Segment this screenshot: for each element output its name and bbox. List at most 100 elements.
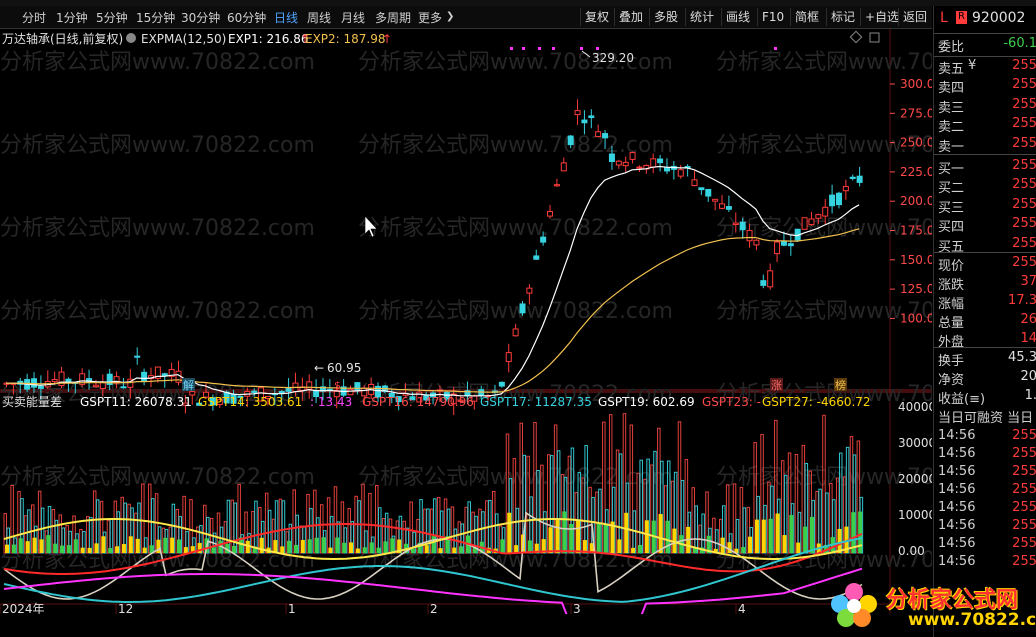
- indicator-value: GSPT14: 3503.61: [198, 395, 302, 409]
- indicator-bar-cyan: [254, 500, 258, 554]
- chevron-right-icon[interactable]: ❯: [446, 11, 455, 22]
- indicator-bar-solid: [225, 544, 230, 553]
- indicator-bar-cyan: [694, 505, 698, 554]
- indicator-bar-solid: [252, 546, 257, 553]
- indicator-bar-solid: [768, 518, 773, 553]
- mark-button[interactable]: 标记: [826, 8, 859, 26]
- maximize-icon[interactable]: [869, 32, 880, 43]
- simple-frame-button[interactable]: 简框: [790, 8, 823, 26]
- f10-button[interactable]: F10: [757, 8, 788, 26]
- period-tab-more[interactable]: 更多: [418, 11, 443, 25]
- event-marker-limit-up[interactable]: 涨: [771, 379, 782, 392]
- overlay-button[interactable]: 叠加: [614, 8, 647, 26]
- bid-row-label: 买一: [938, 162, 965, 177]
- candle-body: [388, 392, 395, 398]
- candle-body: [113, 376, 120, 384]
- watermark-text: 分析家公式网www.70822.com: [0, 133, 315, 158]
- stock-code[interactable]: 920002: [972, 10, 1026, 26]
- candle-body: [622, 161, 629, 167]
- time-axis-label: 4: [738, 602, 746, 614]
- stat-row-value: 1.: [1024, 388, 1036, 403]
- candle-body: [258, 387, 265, 402]
- candle-body: [423, 395, 430, 401]
- candlestick-chart[interactable]: 分析家公式网www.70822.com 分析家公式网www.70822.com …: [0, 29, 1031, 620]
- indicator-bar-solid: [410, 548, 415, 553]
- tick-row: 14:56 255: [938, 428, 1036, 447]
- watermark-text: 分析家公式网www.70822.com: [358, 133, 673, 158]
- indicator-bar-solid: [562, 511, 567, 553]
- event-marker-bg: [182, 378, 195, 391]
- indicator-bar-solid: [803, 526, 808, 553]
- draw-line-button[interactable]: 画线: [721, 8, 754, 26]
- indicator-bar-solid: [232, 545, 237, 553]
- ask-row: 卖三 255: [938, 97, 1036, 116]
- quote-row: 现价 255: [938, 255, 1036, 274]
- statistics-button[interactable]: 统计: [685, 8, 718, 26]
- period-tab-60min[interactable]: 60分钟: [227, 11, 267, 25]
- period-tab-daily[interactable]: 日线: [274, 11, 299, 25]
- ask-row: 卖一 255: [938, 136, 1036, 155]
- add-favorite-button[interactable]: +自选: [860, 8, 903, 26]
- indicator-bar-solid: [25, 541, 30, 553]
- watermark-text: 分析家公式网www.70822.com: [716, 50, 932, 75]
- indicator-value: GSPT23: -: [702, 395, 761, 409]
- indicator-bar-solid: [66, 545, 71, 553]
- candle-body: [739, 221, 746, 231]
- event-marker-dollar[interactable]: $: [334, 379, 341, 392]
- candle-body: [409, 396, 416, 401]
- indicator-bar-solid: [417, 542, 422, 553]
- indicator-bar-solid: [321, 537, 326, 553]
- tick-row: 14:56 255: [938, 446, 1036, 465]
- indicator-tick-label: 20000: [898, 472, 932, 486]
- event-marker-unlock[interactable]: 解: [183, 378, 194, 392]
- bid-row-label: 买四: [938, 220, 965, 236]
- indicator-bar-red: [491, 490, 496, 554]
- candle-body: [540, 236, 547, 243]
- indicator-bar-red: [147, 483, 152, 554]
- chart-title: 万达轴承(日线,前复权): [2, 31, 123, 46]
- bid-row-label: 买三: [938, 200, 965, 216]
- indicator-bar-solid: [582, 540, 587, 553]
- candle-body: [657, 158, 664, 164]
- ask-row: 卖二 255: [938, 116, 1036, 135]
- logo-text: 分析家公式网: [886, 588, 1019, 613]
- candle-body: [443, 392, 450, 400]
- indicator-bar-solid: [782, 535, 787, 553]
- indicator-bar-solid: [858, 511, 863, 553]
- period-tab-1min[interactable]: 1分钟: [56, 11, 88, 25]
- period-tab-30min[interactable]: 30分钟: [181, 11, 221, 25]
- indicator-bar-solid: [438, 548, 443, 553]
- tick-row: 14:56 255: [938, 464, 1036, 483]
- period-tab-15min[interactable]: 15分钟: [136, 11, 176, 25]
- period-tab-intraday[interactable]: 分时: [22, 11, 47, 25]
- chart-area[interactable]: 分析家公式网www.70822.com 分析家公式网www.70822.com …: [0, 29, 1031, 620]
- indicator-bar-cyan: [701, 513, 705, 554]
- fuquan-button[interactable]: 复权: [580, 8, 613, 26]
- tick-row: 14:56 255: [938, 482, 1036, 501]
- period-tab-weekly[interactable]: 周线: [307, 11, 332, 25]
- indicator-bar-red: [409, 501, 413, 554]
- ask-row: 卖四 255: [938, 77, 1036, 96]
- exp1-line: [6, 165, 860, 397]
- event-marker-ranking[interactable]: 榜: [835, 378, 846, 392]
- diamond-icon[interactable]: [849, 30, 863, 44]
- indicator-bar-solid: [280, 546, 285, 553]
- period-tab-monthly[interactable]: 月线: [341, 11, 366, 25]
- logo-url: www.70822.com: [908, 610, 1036, 630]
- back-button[interactable]: 返回: [898, 8, 931, 26]
- period-tab-5min[interactable]: 5分钟: [96, 11, 128, 25]
- multi-stock-button[interactable]: 多股: [649, 8, 682, 26]
- indicator-bar-solid: [190, 546, 195, 553]
- settings-icon[interactable]: [126, 33, 136, 43]
- exp2-arrow-up-icon: ↑: [382, 32, 392, 46]
- indicator-value: GSPT27: -4660.72: [762, 395, 871, 409]
- indicator-bar-cyan: [357, 500, 361, 554]
- indicator-bar-solid: [644, 520, 649, 553]
- time-axis-label: 2024年: [2, 602, 45, 614]
- panel-separator: [934, 252, 1036, 253]
- bid-row-value: 255: [1012, 158, 1036, 173]
- bid-row-value: 255: [1012, 216, 1036, 232]
- period-tab-multi[interactable]: 多周期: [375, 11, 412, 25]
- candle-body: [416, 391, 423, 403]
- indicator-bar-cyan: [378, 507, 382, 554]
